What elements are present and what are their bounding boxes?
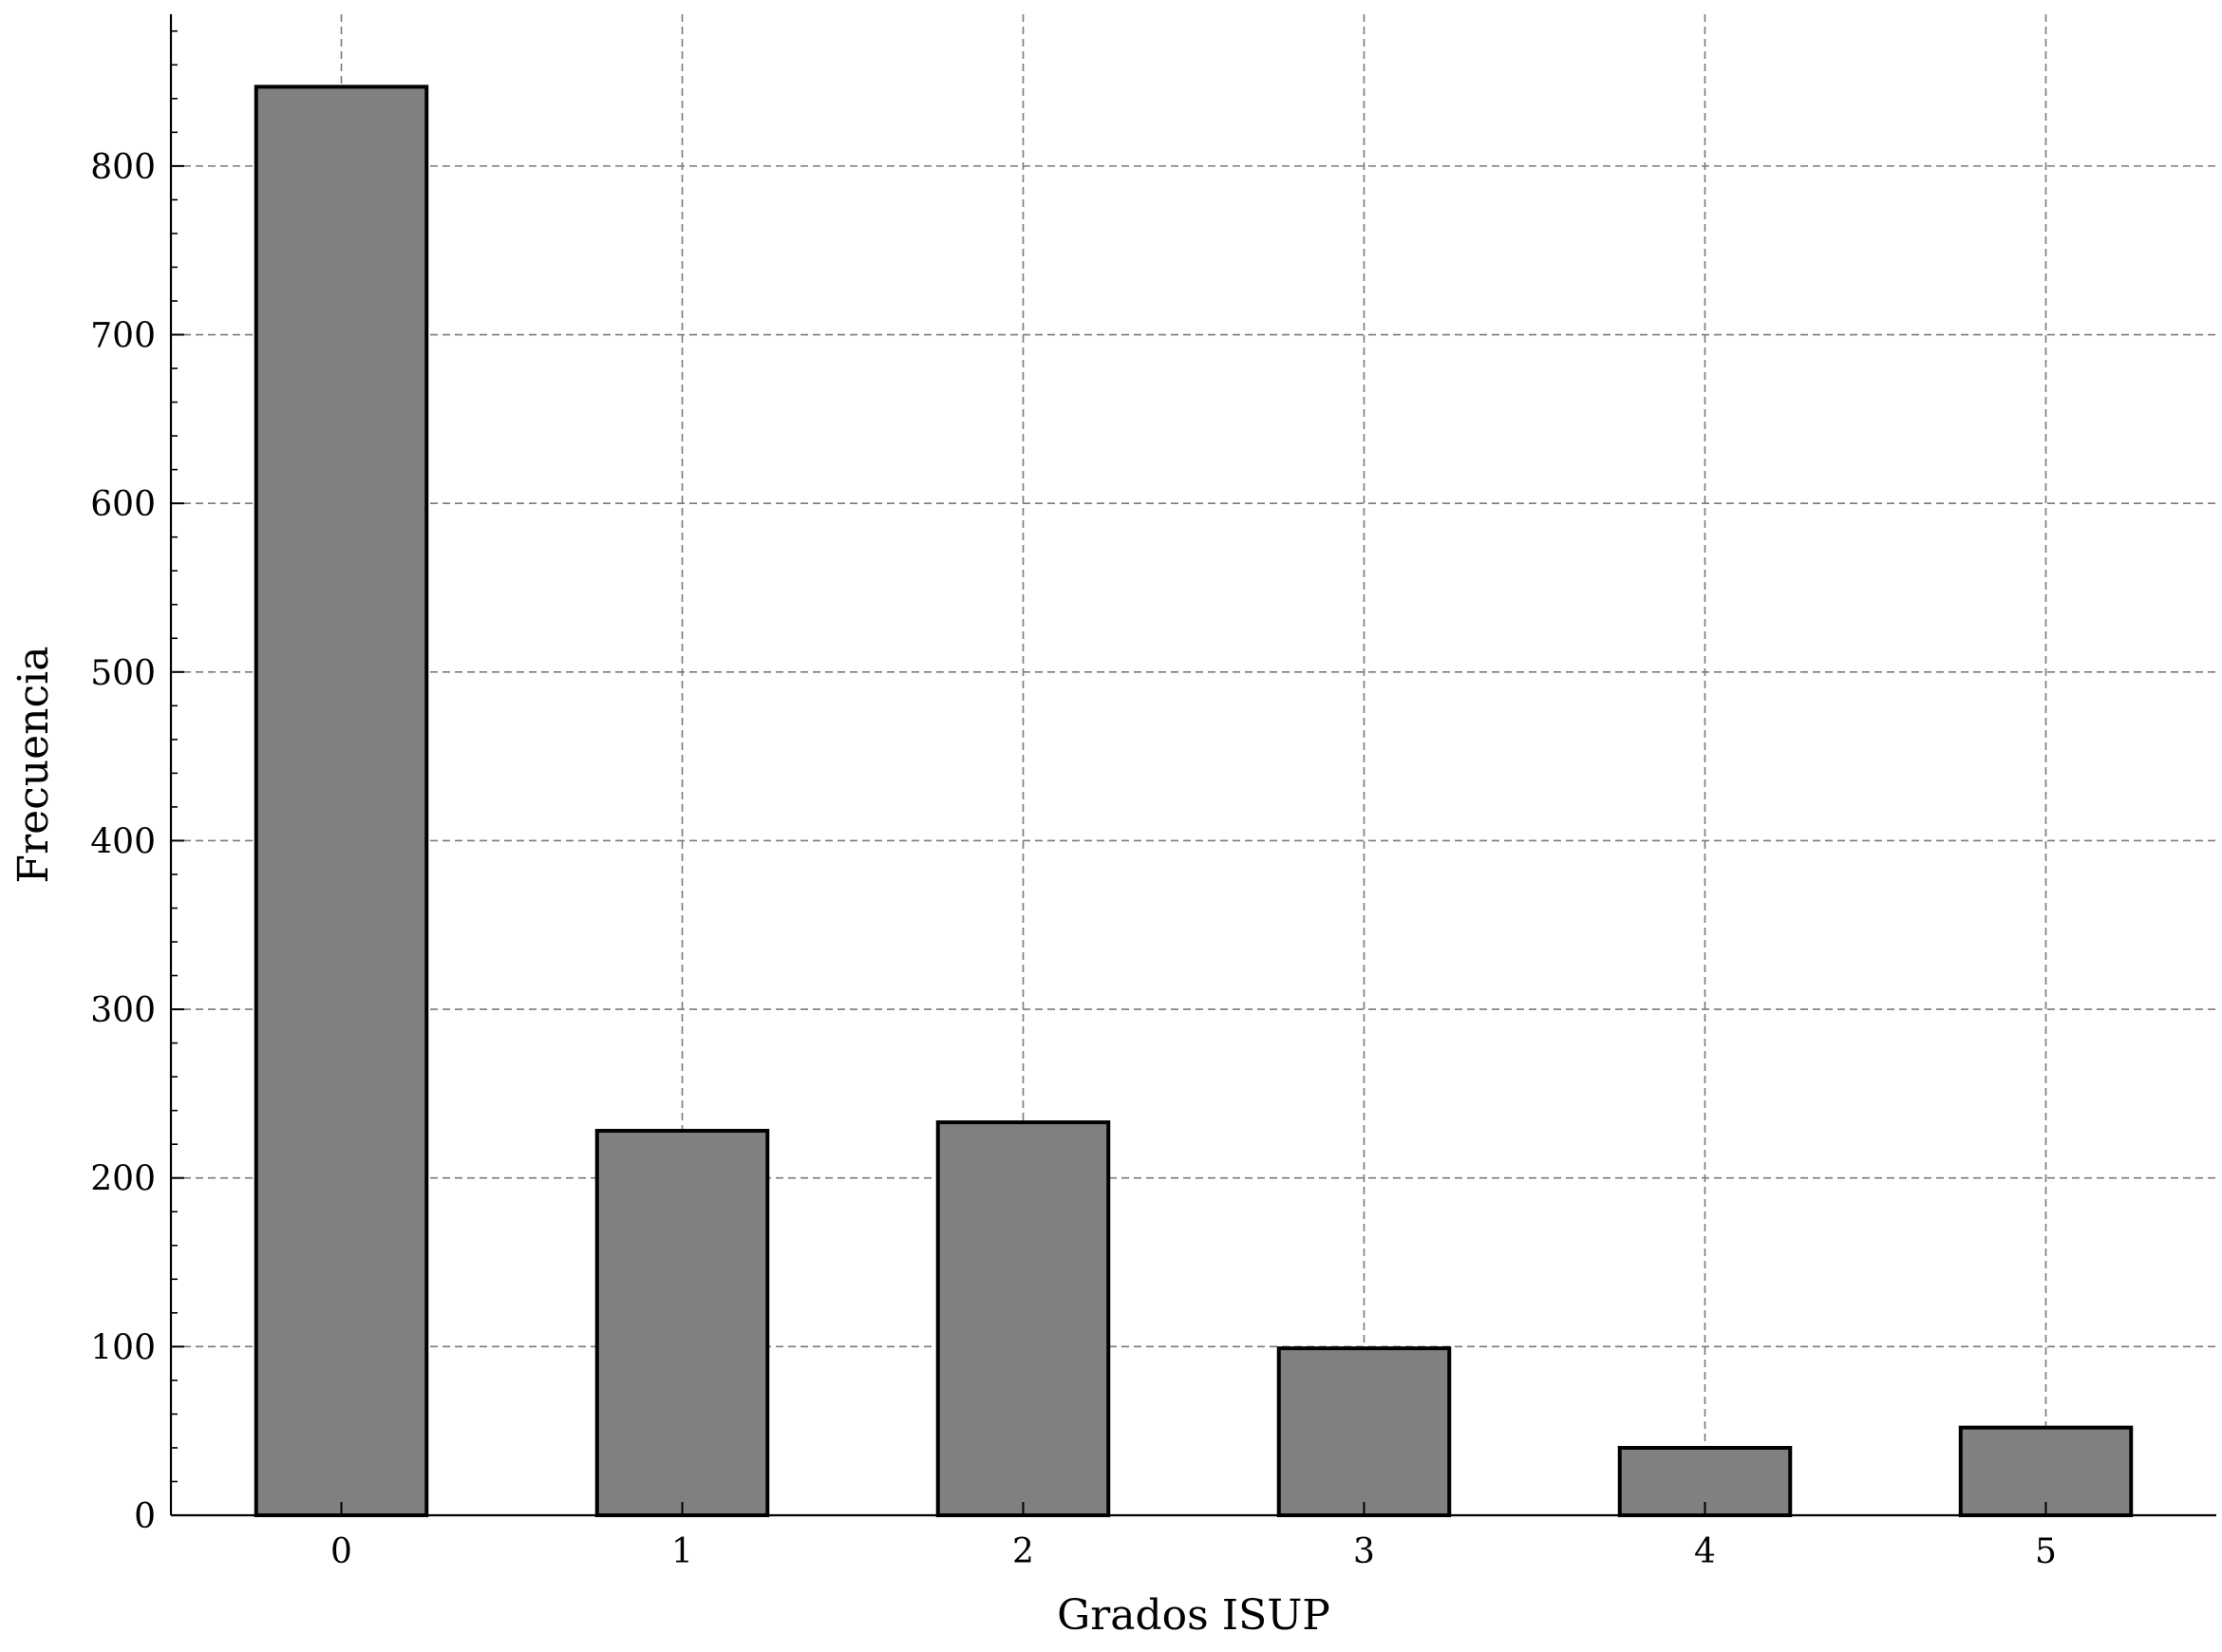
- bar-1: [594, 1128, 770, 1517]
- axes: [169, 14, 2216, 1517]
- bar-2: [935, 1120, 1111, 1518]
- bar-0: [254, 84, 429, 1518]
- x-tick-label: 2: [1012, 1532, 1034, 1571]
- x-tick-label: 3: [1353, 1532, 1375, 1571]
- y-tick-label: 400: [90, 822, 156, 861]
- x-tick-label: 1: [671, 1532, 693, 1571]
- x-tick-label: 0: [330, 1532, 352, 1571]
- y-tick-label: 500: [90, 654, 156, 693]
- x-tick-label: 5: [2035, 1532, 2057, 1571]
- bar-5: [1958, 1425, 2134, 1517]
- y-tick-label: 0: [134, 1497, 156, 1536]
- y-tick-label: 600: [90, 485, 156, 524]
- x-tick-label: 4: [1694, 1532, 1716, 1571]
- y-tick-label: 700: [90, 317, 156, 356]
- x-axis-title: Grados ISUP: [1057, 1591, 1330, 1640]
- tick-labels: 0 100 200 300 400 500 600 700 800 0 1 2 3 4 5: [90, 148, 2057, 1571]
- y-tick-label: 200: [90, 1160, 156, 1199]
- bars: [254, 84, 2134, 1518]
- y-axis-title: Frecuencia: [9, 647, 58, 884]
- y-tick-label: 300: [90, 991, 156, 1030]
- y-tick-label: 100: [90, 1328, 156, 1367]
- grid: [171, 14, 2216, 1515]
- y-tick-label: 800: [90, 148, 156, 187]
- bar-3: [1276, 1346, 1452, 1518]
